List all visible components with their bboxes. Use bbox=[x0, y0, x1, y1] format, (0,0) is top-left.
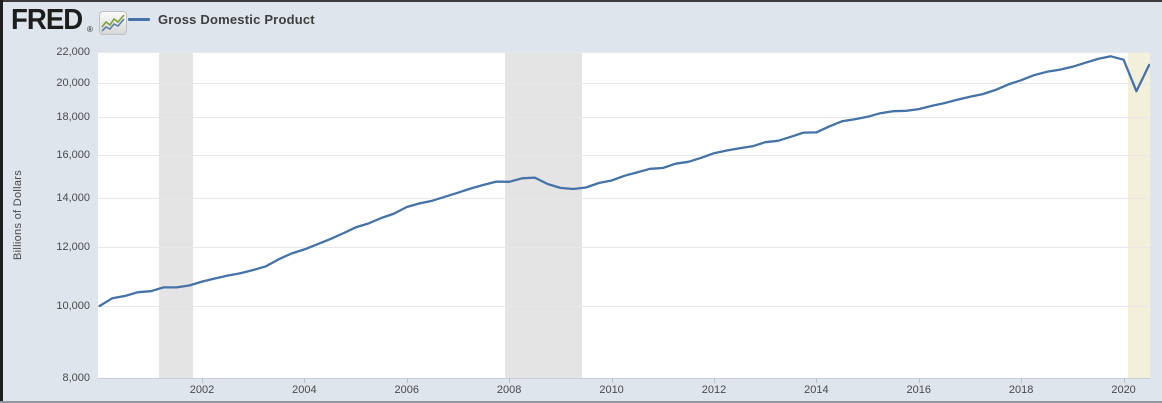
x-axis-tick bbox=[304, 378, 306, 383]
bottom-border bbox=[0, 401, 1162, 403]
y-axis-tick-label: 14,000 bbox=[56, 191, 90, 204]
x-axis-tick bbox=[406, 378, 408, 383]
y-axis-tick-label: 18,000 bbox=[56, 110, 90, 123]
gridline bbox=[98, 198, 1150, 199]
left-border bbox=[0, 0, 3, 403]
x-axis-tick bbox=[201, 378, 203, 383]
x-axis-tick bbox=[713, 378, 715, 383]
x-axis-tick-label: 2018 bbox=[1008, 384, 1034, 396]
gridline bbox=[98, 117, 1150, 118]
y-axis-tick-label: 8,000 bbox=[62, 372, 90, 384]
top-border bbox=[0, 0, 1162, 2]
chart-legend: Gross Domestic Product bbox=[128, 12, 315, 27]
gridline bbox=[98, 247, 1150, 248]
gridline bbox=[98, 83, 1150, 84]
x-axis-tick bbox=[611, 378, 613, 383]
recession-band bbox=[1127, 52, 1150, 378]
plot-area[interactable] bbox=[98, 52, 1150, 379]
gridline bbox=[98, 155, 1150, 156]
x-axis-tick-label: 2014 bbox=[804, 384, 829, 396]
x-axis-tick-label: 2008 bbox=[496, 384, 522, 396]
x-axis-tick bbox=[509, 378, 511, 383]
fred-wordmark: FRED bbox=[11, 4, 83, 36]
x-axis-tick bbox=[918, 378, 920, 383]
y-axis-tick-label: 12,000 bbox=[56, 241, 90, 254]
y-axis-tick-label: 10,000 bbox=[56, 300, 90, 313]
x-axis-tick-label: 2002 bbox=[189, 384, 215, 396]
y-axis-tick-label: 22,000 bbox=[56, 46, 90, 58]
y-axis-tick-label: 16,000 bbox=[56, 148, 90, 161]
x-axis-tick-label: 2016 bbox=[906, 384, 932, 396]
x-axis-tick bbox=[816, 378, 818, 383]
x-axis-tick-label: 2010 bbox=[599, 384, 624, 396]
x-axis-tick-label: 2006 bbox=[394, 384, 420, 396]
x-axis-tick-label: 2012 bbox=[701, 384, 727, 396]
recession-band bbox=[159, 52, 194, 378]
x-axis-tick-label: 2004 bbox=[292, 384, 317, 396]
legend-line-marker bbox=[128, 18, 150, 21]
registered-trademark: ® bbox=[86, 25, 93, 34]
x-axis-tick bbox=[1021, 378, 1023, 383]
x-axis-tick-label: 2020 bbox=[1111, 384, 1136, 396]
x-axis-tick bbox=[1123, 378, 1125, 383]
fred-logo[interactable]: FRED ® bbox=[11, 6, 127, 40]
gdp-line-chart bbox=[98, 55, 1150, 308]
y-axis-title: Billions of Dollars bbox=[12, 169, 24, 261]
gdp-series-line bbox=[98, 55, 1150, 308]
gridline bbox=[98, 52, 1150, 53]
fred-sparkline-icon bbox=[98, 11, 127, 40]
legend-series-label: Gross Domestic Product bbox=[158, 12, 315, 27]
recession-band bbox=[504, 52, 582, 378]
gridline bbox=[98, 306, 1150, 307]
y-axis-tick-label: 20,000 bbox=[56, 76, 90, 89]
